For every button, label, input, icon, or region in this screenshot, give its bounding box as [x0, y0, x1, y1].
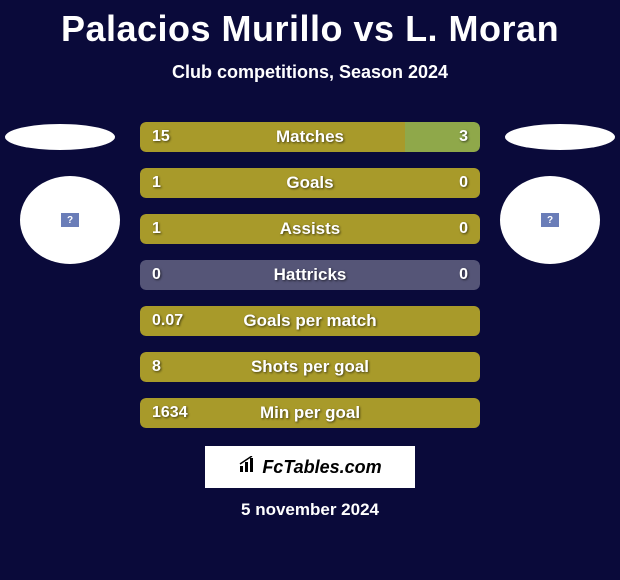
stats-container: 15 Matches 3 1 Goals 0 1 Assists 0 0 Hattricks 0 0.0…	[140, 122, 480, 444]
stat-row: 1634 Min per goal	[140, 398, 480, 428]
stat-label: Shots per goal	[251, 357, 369, 377]
stat-bar-left	[140, 122, 405, 152]
comparison-title: Palacios Murillo vs L. Moran	[0, 0, 620, 50]
stat-bar-right	[405, 122, 480, 152]
stat-value-right: 0	[459, 220, 468, 238]
chart-icon	[238, 456, 258, 479]
player-left-badge-icon: ?	[61, 213, 79, 227]
player-left-circle: ?	[20, 176, 120, 264]
player-right-circle: ?	[500, 176, 600, 264]
stat-row: 1 Assists 0	[140, 214, 480, 244]
stat-value-right: 0	[459, 266, 468, 284]
stat-row: 0.07 Goals per match	[140, 306, 480, 336]
comparison-subtitle: Club competitions, Season 2024	[0, 62, 620, 83]
stat-value-left: 1	[152, 174, 161, 192]
stat-value-left: 1	[152, 220, 161, 238]
stat-label: Hattricks	[274, 265, 347, 285]
comparison-date: 5 november 2024	[241, 500, 379, 520]
logo-box: FcTables.com	[205, 446, 415, 488]
player-right-ellipse	[505, 124, 615, 150]
stat-label: Goals per match	[243, 311, 376, 331]
stat-label: Matches	[276, 127, 344, 147]
player-right-badge-icon: ?	[541, 213, 559, 227]
stat-value-left: 1634	[152, 404, 188, 422]
stat-value-left: 8	[152, 358, 161, 376]
stat-value-left: 0	[152, 266, 161, 284]
stat-label: Min per goal	[260, 403, 360, 423]
stat-row: 0 Hattricks 0	[140, 260, 480, 290]
stat-value-right: 0	[459, 174, 468, 192]
stat-row: 15 Matches 3	[140, 122, 480, 152]
player-left-ellipse	[5, 124, 115, 150]
stat-value-left: 0.07	[152, 312, 183, 330]
stat-label: Goals	[286, 173, 333, 193]
stat-row: 8 Shots per goal	[140, 352, 480, 382]
stat-value-left: 15	[152, 128, 170, 146]
stat-value-right: 3	[459, 128, 468, 146]
stat-label: Assists	[280, 219, 340, 239]
stat-row: 1 Goals 0	[140, 168, 480, 198]
logo-text: FcTables.com	[262, 457, 381, 478]
